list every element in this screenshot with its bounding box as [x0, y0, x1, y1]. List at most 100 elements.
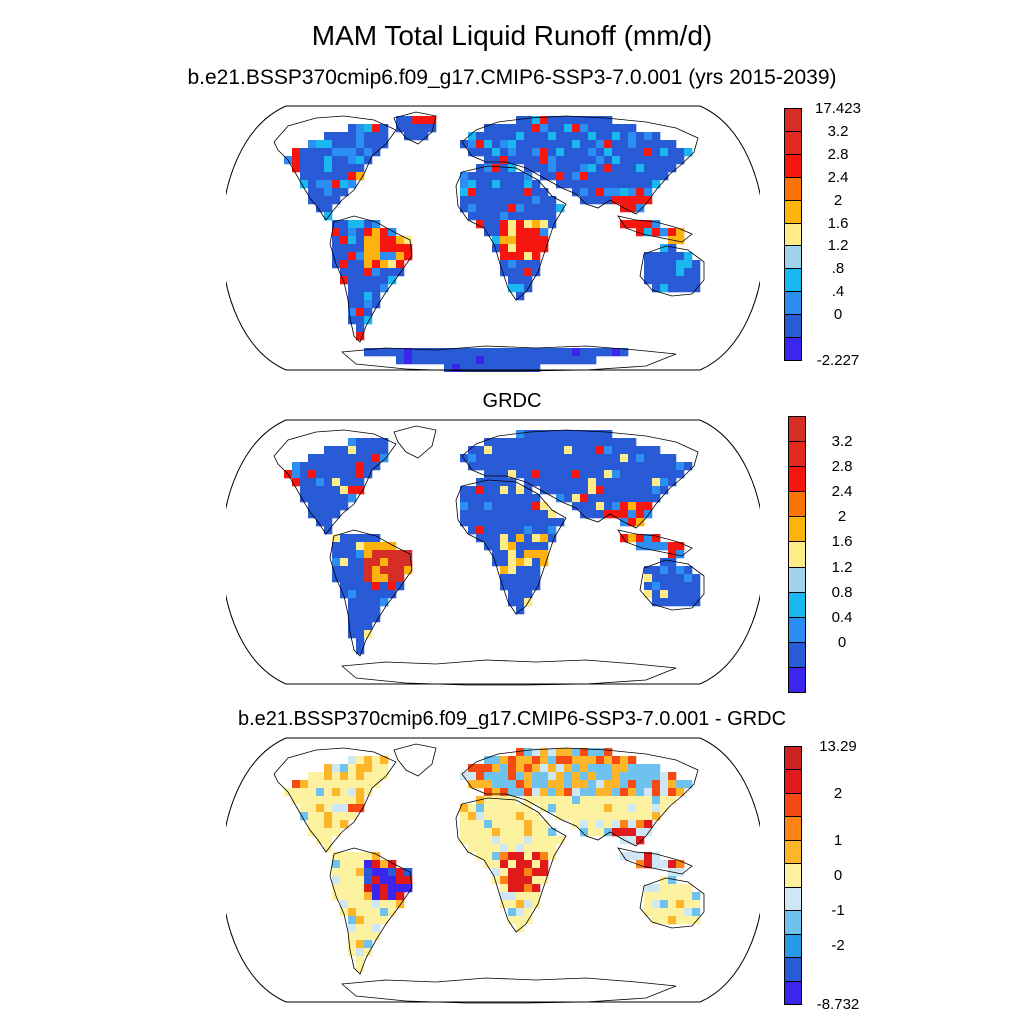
runoff-cell: [380, 140, 389, 149]
runoff-cell: [388, 276, 397, 285]
runoff-cell: [364, 236, 373, 245]
runoff-cell: [564, 140, 573, 149]
runoff-cell: [532, 852, 541, 861]
runoff-cell: [340, 542, 349, 551]
runoff-cell: [652, 180, 661, 189]
runoff-cell: [476, 844, 485, 853]
runoff-cell: [348, 908, 357, 917]
runoff-cell: [300, 478, 309, 487]
panel3-map: [226, 737, 760, 1004]
runoff-cell: [348, 462, 357, 471]
colorbar-label: 0: [833, 306, 843, 324]
runoff-cell: [604, 510, 613, 519]
runoff-cell: [540, 132, 549, 141]
runoff-cell: [588, 356, 597, 365]
runoff-cell: [476, 828, 485, 837]
runoff-cell: [628, 438, 637, 447]
runoff-cell: [644, 252, 653, 261]
runoff-cell: [388, 542, 397, 551]
runoff-cell: [484, 502, 493, 511]
runoff-cell: [340, 470, 349, 479]
runoff-cell: [644, 188, 653, 197]
runoff-cell: [484, 486, 493, 495]
runoff-cell: [356, 756, 365, 765]
runoff-cell: [332, 558, 341, 567]
runoff-cell: [596, 510, 605, 519]
runoff-cell: [388, 260, 397, 269]
coastline-africa: [455, 479, 567, 615]
runoff-cell: [492, 860, 501, 869]
runoff-cell: [668, 164, 677, 173]
runoff-cell: [692, 598, 701, 607]
runoff-cell: [348, 156, 357, 165]
panel1-map: [226, 105, 760, 372]
runoff-cell: [492, 156, 501, 165]
runoff-cell: [540, 764, 549, 773]
runoff-cell: [636, 132, 645, 141]
runoff-cell: [508, 804, 517, 813]
runoff-cell: [548, 454, 557, 463]
runoff-cell: [628, 454, 637, 463]
runoff-cell: [516, 892, 525, 901]
runoff-cell: [476, 220, 485, 229]
runoff-cell: [324, 502, 333, 511]
runoff-cell: [604, 196, 613, 205]
runoff-cell: [476, 140, 485, 149]
runoff-cell: [540, 236, 549, 245]
runoff-cell: [340, 494, 349, 503]
runoff-cell: [492, 558, 501, 567]
runoff-cell: [684, 908, 693, 917]
runoff-cell: [348, 788, 357, 797]
runoff-cell: [380, 228, 389, 237]
runoff-cell: [460, 486, 469, 495]
runoff-cell: [460, 140, 469, 149]
runoff-cell: [612, 804, 621, 813]
runoff-cell: [484, 364, 493, 372]
runoff-cell: [684, 268, 693, 277]
runoff-cell: [356, 590, 365, 599]
runoff-cell: [652, 916, 661, 925]
runoff-cell: [308, 494, 317, 503]
runoff-cell: [540, 486, 549, 495]
runoff-cell: [508, 462, 517, 471]
runoff-cell: [636, 220, 645, 229]
colorbar-swatch: [788, 416, 806, 443]
runoff-cell: [396, 236, 405, 245]
runoff-cell: [348, 284, 357, 293]
runoff-cell: [628, 172, 637, 181]
runoff-cell: [532, 454, 541, 463]
runoff-cell: [628, 788, 637, 797]
runoff-cell: [548, 804, 557, 813]
runoff-cell: [404, 566, 413, 575]
runoff-cell: [692, 260, 701, 269]
runoff-cell: [332, 132, 341, 141]
runoff-cell: [572, 470, 581, 479]
runoff-cell: [444, 356, 453, 365]
runoff-cell: [332, 860, 341, 869]
runoff-cell: [596, 788, 605, 797]
runoff-cell: [516, 124, 525, 133]
runoff-cell: [604, 132, 613, 141]
runoff-cell: [340, 236, 349, 245]
runoff-cell: [636, 180, 645, 189]
runoff-cell: [308, 470, 317, 479]
runoff-cell: [572, 348, 581, 357]
runoff-cell: [572, 438, 581, 447]
colorbar-swatch: [784, 980, 802, 1005]
runoff-cell: [364, 582, 373, 591]
runoff-cell: [516, 268, 525, 277]
runoff-cell: [380, 868, 389, 877]
runoff-cell: [604, 470, 613, 479]
runoff-cell: [460, 510, 469, 519]
runoff-cell: [660, 582, 669, 591]
runoff-cell: [356, 582, 365, 591]
runoff-cell: [532, 518, 541, 527]
runoff-cell: [620, 788, 629, 797]
runoff-cell: [484, 462, 493, 471]
runoff-cell: [348, 756, 357, 765]
runoff-cell: [380, 284, 389, 293]
runoff-cell: [596, 348, 605, 357]
runoff-cell: [628, 494, 637, 503]
runoff-cell: [580, 148, 589, 157]
runoff-cell: [540, 430, 549, 439]
